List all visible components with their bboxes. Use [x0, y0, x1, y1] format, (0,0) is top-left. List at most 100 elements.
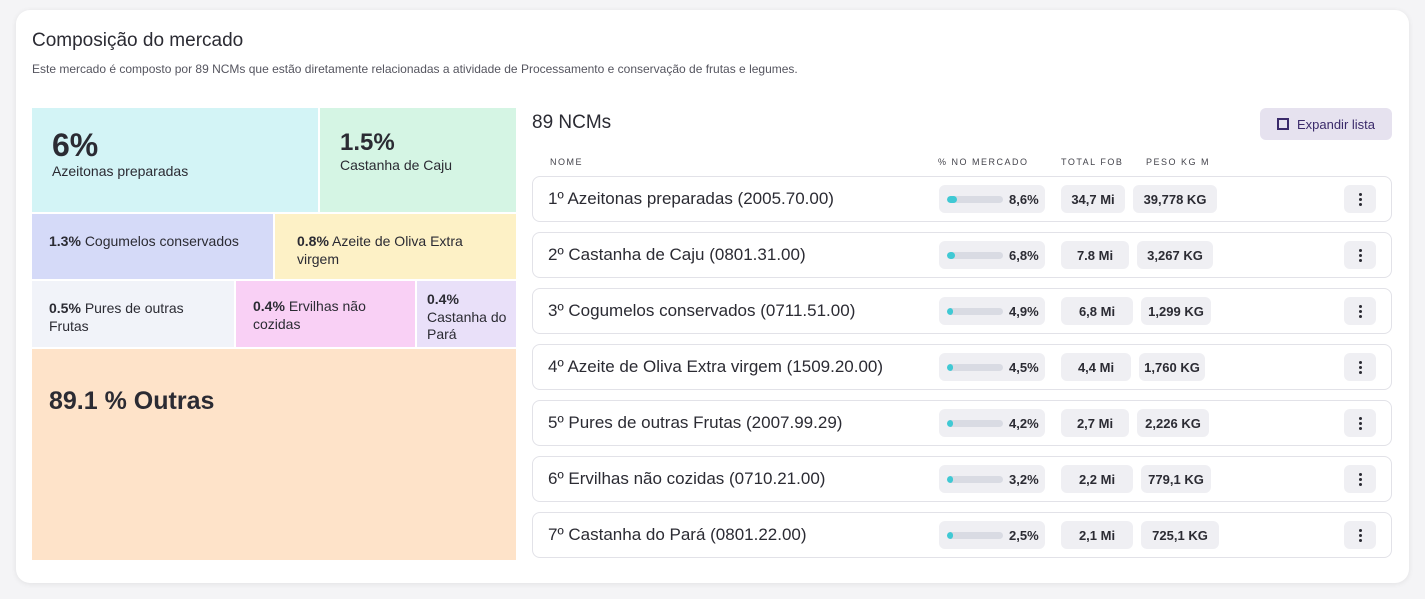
market-share-bar	[947, 531, 1003, 539]
market-share-pill: 6,8%	[939, 241, 1045, 269]
market-share-value: 4,5%	[1009, 359, 1039, 375]
tile-percent: 1.3%	[49, 233, 81, 249]
column-header-peso: PESO KG M	[1146, 157, 1211, 167]
tile-label: Cogumelos conservados	[84, 233, 239, 249]
tile-label: Outras	[133, 387, 215, 415]
market-share-pill: 2,5%	[939, 521, 1045, 549]
row-name: 4º Azeite de Oliva Extra virgem (1509.20…	[548, 357, 884, 376]
table-row[interactable]: 6º Ervilhas não cozidas (0710.21.00) 3,2…	[532, 456, 1392, 502]
market-share-value: 4,2%	[1009, 415, 1039, 431]
treemap-tile-pures[interactable]: 0.5% Pures de outras Frutas	[32, 281, 234, 347]
tile-label: Pures de outras Frutas	[49, 300, 184, 334]
market-share-bar	[947, 195, 1003, 203]
treemap-tile-ervilhas[interactable]: 0.4% Ervilhas não cozidas	[236, 281, 415, 347]
peso-kg-pill: 725,1 KG	[1141, 521, 1219, 549]
column-header-market: % NO MERCADO	[938, 157, 1029, 167]
market-share-value: 3,2%	[1009, 471, 1039, 487]
total-fob-pill: 4,4 Mi	[1061, 353, 1131, 381]
market-share-pill: 4,5%	[939, 353, 1045, 381]
market-share-pill: 3,2%	[939, 465, 1045, 493]
market-share-bar	[947, 251, 1003, 259]
row-menu-button[interactable]	[1344, 353, 1376, 381]
treemap-tile-castanha-caju[interactable]: 1.5% Castanha de Caju	[320, 108, 516, 212]
market-share-fill	[947, 363, 953, 371]
peso-kg-pill: 1,299 KG	[1141, 297, 1211, 325]
row-name: 1º Azeitonas preparadas (2005.70.00)	[548, 189, 834, 208]
row-name: 5º Pures de outras Frutas (2007.99.29)	[548, 413, 843, 432]
treemap: 6% Azeitonas preparadas 1.5% Castanha de…	[32, 108, 516, 560]
table-row[interactable]: 7º Castanha do Pará (0801.22.00) 2,5% 2,…	[532, 512, 1392, 558]
peso-kg-pill: 39,778 KG	[1133, 185, 1217, 213]
row-menu-button[interactable]	[1344, 297, 1376, 325]
row-menu-button[interactable]	[1344, 241, 1376, 269]
more-vertical-icon	[1358, 192, 1362, 206]
peso-kg-pill: 3,267 KG	[1137, 241, 1213, 269]
treemap-tile-outras[interactable]: 89.1 % Outras	[32, 349, 516, 560]
market-share-fill	[947, 251, 955, 259]
market-share-fill	[947, 475, 953, 483]
row-menu-button[interactable]	[1344, 521, 1376, 549]
card-title: Composição do mercado	[32, 30, 244, 51]
market-share-bar	[947, 363, 1003, 371]
row-menu-button[interactable]	[1344, 465, 1376, 493]
table-row[interactable]: 1º Azeitonas preparadas (2005.70.00) 8,6…	[532, 176, 1392, 222]
total-fob-pill: 2,2 Mi	[1061, 465, 1133, 493]
treemap-tile-azeite[interactable]: 0.8% Azeite de Oliva Extra virgem	[275, 214, 516, 279]
tile-label: Azeitonas preparadas	[52, 163, 189, 179]
table-row[interactable]: 2º Castanha de Caju (0801.31.00) 6,8% 7.…	[532, 232, 1392, 278]
treemap-tile-castanha-para[interactable]: 0.4% Castanha do Pará	[417, 281, 516, 347]
more-vertical-icon	[1358, 248, 1362, 262]
expand-icon	[1276, 118, 1289, 130]
market-composition-card: Composição do mercado Este mercado é com…	[16, 10, 1409, 583]
row-name: 3º Cogumelos conservados (0711.51.00)	[548, 301, 856, 320]
row-menu-button[interactable]	[1344, 185, 1376, 213]
expand-list-label: Expandir lista	[1296, 116, 1376, 132]
market-share-fill	[947, 195, 957, 203]
market-share-value: 2,5%	[1009, 527, 1039, 543]
treemap-tile-azeitonas[interactable]: 6% Azeitonas preparadas	[32, 108, 318, 212]
market-share-bar	[947, 475, 1003, 483]
more-vertical-icon	[1358, 416, 1362, 430]
total-fob-pill: 2,7 Mi	[1061, 409, 1129, 437]
tile-label: Castanha de Caju	[340, 157, 453, 173]
tile-percent: 0.4%	[253, 298, 285, 314]
tile-percent: 89.1 %	[49, 387, 127, 415]
table-row[interactable]: 5º Pures de outras Frutas (2007.99.29) 4…	[532, 400, 1392, 446]
market-share-value: 8,6%	[1009, 191, 1039, 207]
peso-kg-pill: 779,1 KG	[1141, 465, 1211, 493]
tile-label: Azeite de Oliva Extra virgem	[297, 233, 463, 267]
more-vertical-icon	[1358, 528, 1362, 542]
tile-label: Castanha do Pará	[427, 309, 507, 342]
tile-percent: 0.4%	[427, 291, 459, 307]
column-header-fob: TOTAL FOB	[1061, 157, 1124, 167]
tile-percent: 6%	[52, 127, 99, 163]
market-share-bar	[947, 419, 1003, 427]
table-row[interactable]: 3º Cogumelos conservados (0711.51.00) 4,…	[532, 288, 1392, 334]
market-share-fill	[947, 307, 953, 315]
market-share-pill: 4,2%	[939, 409, 1045, 437]
table-row[interactable]: 4º Azeite de Oliva Extra virgem (1509.20…	[532, 344, 1392, 390]
tile-label: Ervilhas não cozidas	[253, 298, 366, 332]
more-vertical-icon	[1358, 472, 1362, 486]
market-share-fill	[947, 531, 953, 539]
ncm-list: 1º Azeitonas preparadas (2005.70.00) 8,6…	[532, 176, 1392, 568]
row-menu-button[interactable]	[1344, 409, 1376, 437]
total-fob-pill: 6,8 Mi	[1061, 297, 1133, 325]
row-name: 7º Castanha do Pará (0801.22.00)	[548, 525, 807, 544]
row-name: 2º Castanha de Caju (0801.31.00)	[548, 245, 806, 264]
card-subtitle: Este mercado é composto por 89 NCMs que …	[32, 62, 798, 76]
more-vertical-icon	[1358, 304, 1362, 318]
tile-percent: 0.5%	[49, 300, 81, 316]
peso-kg-pill: 1,760 KG	[1139, 353, 1205, 381]
tile-percent: 1.5%	[340, 129, 395, 156]
total-fob-pill: 34,7 Mi	[1061, 185, 1125, 213]
column-header-name: NOME	[550, 157, 583, 167]
market-share-value: 6,8%	[1009, 247, 1039, 263]
list-title: 89 NCMs	[532, 112, 612, 133]
market-share-value: 4,9%	[1009, 303, 1039, 319]
market-share-pill: 4,9%	[939, 297, 1045, 325]
expand-list-button[interactable]: Expandir lista	[1260, 108, 1392, 140]
treemap-tile-cogumelos[interactable]: 1.3% Cogumelos conservados	[32, 214, 273, 279]
peso-kg-pill: 2,226 KG	[1137, 409, 1209, 437]
total-fob-pill: 2,1 Mi	[1061, 521, 1133, 549]
